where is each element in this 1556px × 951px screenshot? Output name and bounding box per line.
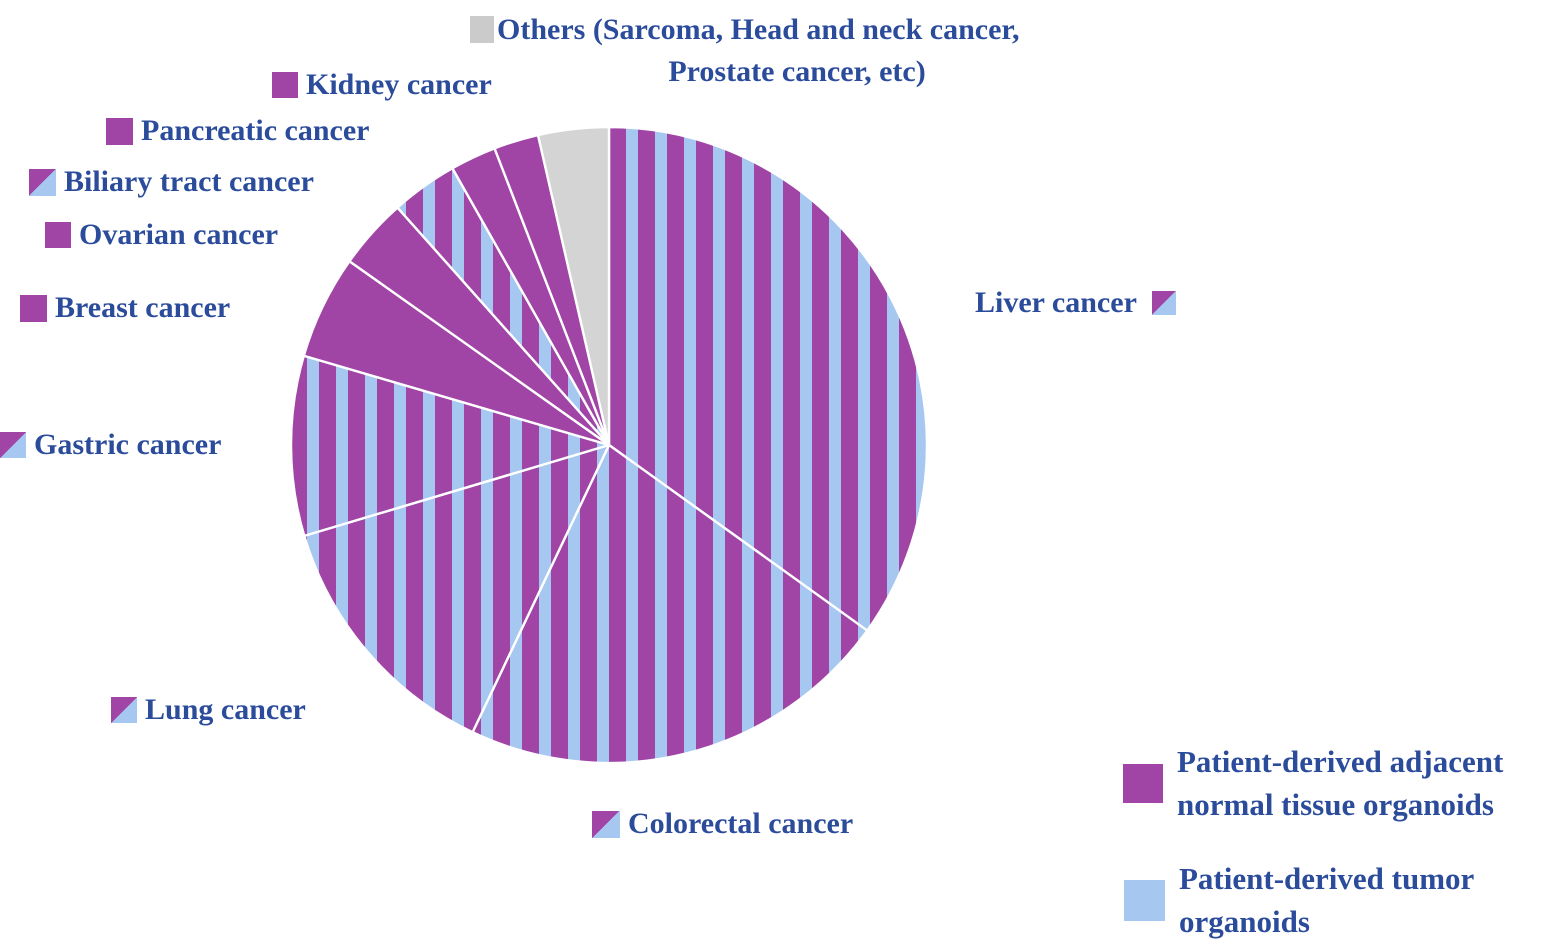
ovarian-swatch-icon: [45, 222, 71, 248]
gastric-swatch-icon: [0, 432, 26, 458]
pancreatic-cancer-label: Pancreatic cancer: [106, 113, 370, 149]
lung-swatch-icon: [111, 697, 137, 723]
others-label-line2: Prostate cancer, etc): [668, 55, 926, 88]
liver-swatch-icon: [1151, 291, 1176, 315]
legend-tumor-text: Patient-derived tumor organoids: [1179, 857, 1474, 943]
colorectal-label-text: Colorectal cancer: [628, 807, 854, 840]
legend-tumor-line1: Patient-derived tumor: [1179, 861, 1475, 896]
liver-cancer-label: Liver cancer: [975, 285, 1176, 321]
liver-label-text: Liver cancer: [975, 286, 1137, 319]
colorectal-swatch-icon: [592, 810, 620, 838]
others-swatch: [470, 16, 494, 43]
biliary-label-text: Biliary tract cancer: [64, 165, 314, 198]
legend-purple-swatch-icon: [1123, 763, 1163, 803]
biliary-tract-cancer-label: Biliary tract cancer: [29, 164, 314, 200]
kidney-swatch-icon: [272, 72, 298, 98]
breast-cancer-label: Breast cancer: [20, 290, 230, 326]
legend-normal-line1: Patient-derived adjacent: [1177, 744, 1504, 779]
legend-normal-organoids: Patient-derived adjacent normal tissue o…: [1123, 740, 1503, 826]
others-label-line1: Others (Sarcoma, Head and neck cancer,: [497, 13, 1020, 46]
gastric-label-text: Gastric cancer: [34, 428, 222, 461]
colorectal-cancer-label: Colorectal cancer: [592, 806, 853, 842]
legend-normal-line2: normal tissue organoids: [1177, 787, 1494, 822]
lung-label-text: Lung cancer: [145, 693, 306, 726]
breast-swatch-icon: [20, 294, 47, 322]
pancreatic-swatch-icon: [106, 117, 133, 145]
ovarian-cancer-label: Ovarian cancer: [45, 217, 278, 253]
legend-normal-text: Patient-derived adjacent normal tissue o…: [1177, 740, 1503, 826]
biliary-swatch-icon: [29, 168, 56, 196]
kidney-cancer-label: Kidney cancer: [272, 67, 492, 103]
pancreatic-label-text: Pancreatic cancer: [141, 114, 370, 147]
legend-tumor-line2: organoids: [1179, 904, 1310, 939]
breast-label-text: Breast cancer: [55, 291, 231, 324]
legend-blue-swatch-icon: [1124, 879, 1165, 921]
kidney-label-text: Kidney cancer: [306, 68, 492, 101]
gastric-cancer-label: Gastric cancer: [0, 427, 221, 463]
pie-outline: [289, 125, 929, 765]
lung-cancer-label: Lung cancer: [111, 692, 306, 728]
ovarian-label-text: Ovarian cancer: [79, 218, 279, 251]
legend-tumor-organoids: Patient-derived tumor organoids: [1124, 857, 1474, 943]
